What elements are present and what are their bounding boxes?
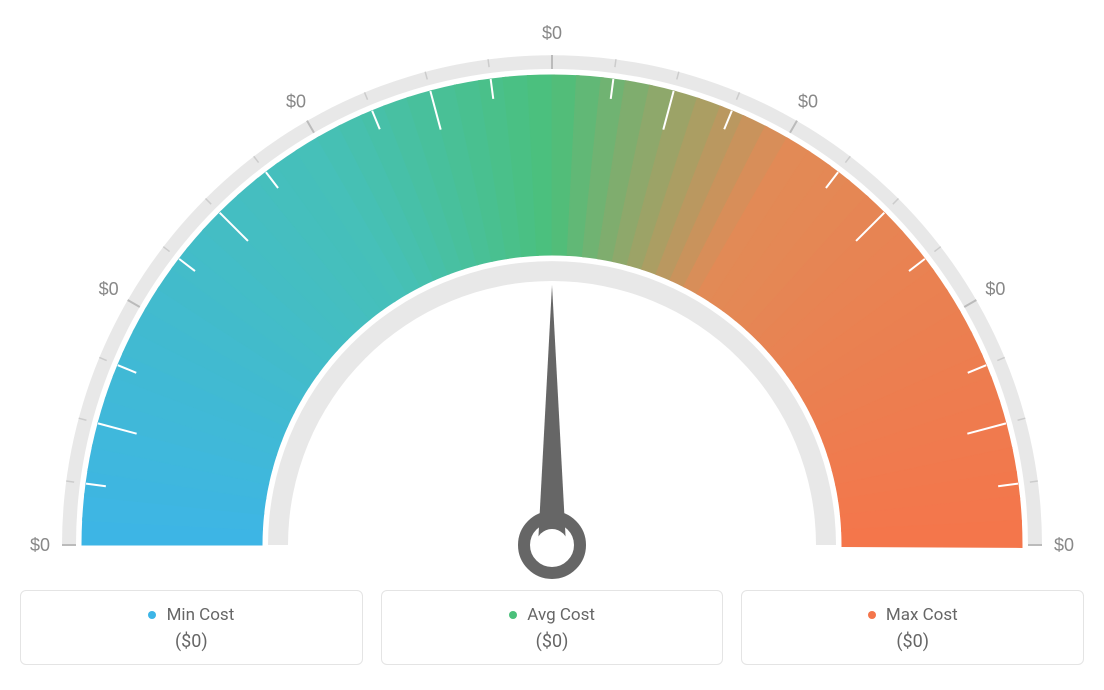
- gauge-tick-label: $0: [286, 92, 306, 112]
- cost-gauge: $0 $0 $0 $0 $0 $0 $0: [20, 20, 1084, 580]
- gauge-tick-label: $0: [30, 535, 50, 555]
- legend-label-max: Max Cost: [758, 605, 1067, 625]
- legend-label-min: Min Cost: [37, 605, 346, 625]
- legend-card-min: Min Cost ($0): [20, 590, 363, 665]
- gauge-tick-label: $0: [798, 92, 818, 112]
- legend-label-avg-text: Avg Cost: [527, 605, 595, 625]
- legend-dot-min: [148, 611, 156, 619]
- gauge-svg: $0 $0 $0 $0 $0 $0 $0: [20, 20, 1084, 580]
- legend-value-avg: ($0): [398, 631, 707, 652]
- gauge-tick-label: $0: [542, 23, 562, 43]
- legend-label-min-text: Min Cost: [167, 605, 235, 625]
- legend-label-avg: Avg Cost: [398, 605, 707, 625]
- legend-dot-max: [868, 611, 876, 619]
- legend-card-max: Max Cost ($0): [741, 590, 1084, 665]
- gauge-tick-label: $0: [985, 279, 1005, 299]
- gauge-needle: [538, 285, 566, 545]
- gauge-tick-label: $0: [99, 279, 119, 299]
- gauge-tick-label: $0: [1054, 535, 1074, 555]
- legend-dot-avg: [509, 611, 517, 619]
- legend-value-min: ($0): [37, 631, 346, 652]
- legend-value-max: ($0): [758, 631, 1067, 652]
- legend-row: Min Cost ($0) Avg Cost ($0) Max Cost ($0…: [20, 590, 1084, 665]
- legend-label-max-text: Max Cost: [886, 605, 958, 625]
- legend-card-avg: Avg Cost ($0): [381, 590, 724, 665]
